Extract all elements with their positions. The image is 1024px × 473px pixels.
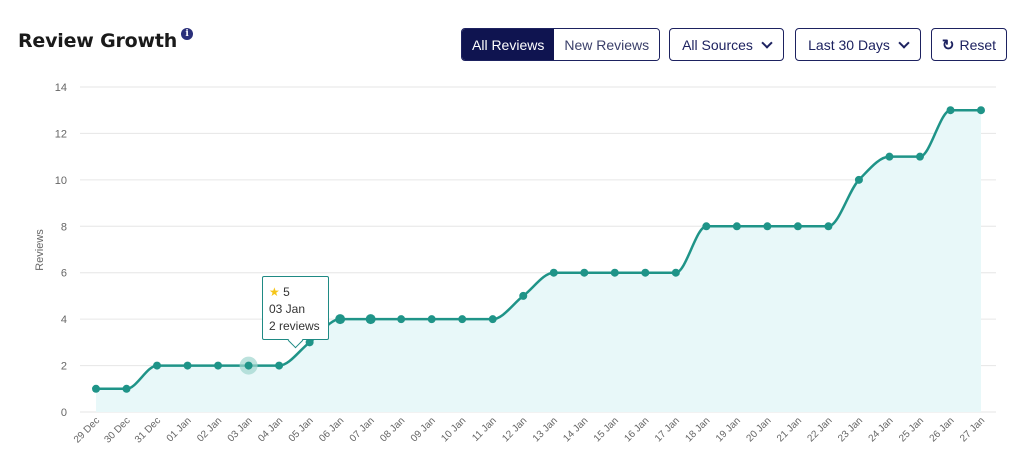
x-tick-label: 08 Jan <box>378 415 407 444</box>
data-point[interactable] <box>824 222 833 231</box>
x-tick-label: 13 Jan <box>531 415 560 444</box>
tooltip-rating: 5 <box>283 285 290 299</box>
x-tick-label: 23 Jan <box>836 415 865 444</box>
x-tick-label: 17 Jan <box>653 415 682 444</box>
data-point[interactable] <box>580 268 589 277</box>
y-tick-label: 14 <box>55 82 67 94</box>
data-point[interactable] <box>610 268 619 277</box>
data-point[interactable] <box>793 222 802 231</box>
data-point[interactable] <box>885 152 894 161</box>
reset-button[interactable]: ↻ Reset <box>931 28 1007 61</box>
x-tick-label: 07 Jan <box>348 415 377 444</box>
x-tick-label: 25 Jan <box>897 415 926 444</box>
y-tick-label: 4 <box>61 314 67 326</box>
data-point[interactable] <box>365 314 376 325</box>
data-point[interactable] <box>854 175 863 184</box>
data-tooltip: ★ 5 03 Jan 2 reviews <box>262 276 329 340</box>
x-tick-label: 04 Jan <box>256 415 285 444</box>
x-tick-label: 05 Jan <box>287 415 316 444</box>
data-point[interactable] <box>244 361 253 370</box>
x-tick-label: 27 Jan <box>958 415 987 444</box>
x-tick-label: 20 Jan <box>744 415 773 444</box>
x-tick-label: 21 Jan <box>775 415 804 444</box>
review-type-toggle[interactable]: All Reviews New Reviews <box>461 28 661 61</box>
sources-dropdown[interactable]: All Sources <box>669 28 784 61</box>
data-point[interactable] <box>335 314 346 325</box>
data-point[interactable] <box>977 106 985 115</box>
data-point[interactable] <box>183 361 192 370</box>
data-point[interactable] <box>549 268 558 277</box>
date-range-dropdown[interactable]: Last 30 Days <box>795 28 921 61</box>
data-point[interactable] <box>671 268 680 277</box>
data-point[interactable] <box>641 268 650 277</box>
page-title: Review Growth <box>18 30 178 52</box>
sources-dropdown-label: All Sources <box>682 36 753 53</box>
x-tick-label: 06 Jan <box>317 415 346 444</box>
data-point[interactable] <box>122 384 131 393</box>
x-tick-label: 09 Jan <box>409 415 438 444</box>
data-point[interactable] <box>153 361 162 370</box>
x-tick-label: 10 Jan <box>439 415 468 444</box>
data-point[interactable] <box>946 106 955 115</box>
data-point[interactable] <box>458 315 467 324</box>
info-icon[interactable]: i <box>181 28 194 40</box>
data-point[interactable] <box>732 222 741 231</box>
data-point[interactable] <box>519 291 528 300</box>
x-tick-label: 29 Dec <box>72 415 102 445</box>
x-tick-label: 19 Jan <box>714 415 743 444</box>
data-point[interactable] <box>214 361 223 370</box>
x-tick-label: 24 Jan <box>867 415 896 444</box>
y-tick-label: 10 <box>55 175 67 187</box>
date-range-label: Last 30 Days <box>808 36 890 53</box>
x-tick-label: 30 Dec <box>102 415 132 445</box>
data-point[interactable] <box>702 222 711 231</box>
data-point[interactable] <box>915 152 924 161</box>
all-reviews-tab[interactable]: All Reviews <box>462 29 555 60</box>
x-tick-label: 18 Jan <box>683 415 712 444</box>
data-point[interactable] <box>488 315 497 324</box>
x-tick-label: 02 Jan <box>195 415 224 444</box>
new-reviews-tab[interactable]: New Reviews <box>554 29 660 60</box>
y-tick-label: 12 <box>55 128 67 140</box>
x-tick-label: 12 Jan <box>500 415 529 444</box>
data-point[interactable] <box>763 222 772 231</box>
data-point[interactable] <box>275 361 284 370</box>
star-icon: ★ <box>269 285 280 299</box>
y-tick-label: 6 <box>61 268 67 280</box>
x-tick-label: 16 Jan <box>622 415 651 444</box>
y-tick-label: 0 <box>61 407 67 419</box>
y-tick-label: 8 <box>61 221 67 233</box>
x-tick-label: 11 Jan <box>470 415 498 443</box>
y-axis-label: Reviews <box>34 229 46 271</box>
data-point[interactable] <box>305 338 314 347</box>
x-tick-label: 15 Jan <box>592 415 621 444</box>
x-tick-label: 01 Jan <box>165 415 194 444</box>
x-tick-label: 26 Jan <box>928 415 957 444</box>
x-tick-label: 22 Jan <box>806 415 835 444</box>
x-tick-label: 14 Jan <box>561 415 590 444</box>
data-point[interactable] <box>397 315 406 324</box>
refresh-icon: ↻ <box>941 36 955 54</box>
data-point[interactable] <box>427 315 436 324</box>
tooltip-date: 03 Jan <box>269 302 306 316</box>
tooltip-count: 2 reviews <box>269 319 320 333</box>
chart-header: Review Growth i <box>18 28 194 52</box>
x-tick-label: 31 Dec <box>133 415 163 445</box>
x-tick-label: 03 Jan <box>226 415 255 444</box>
y-tick-label: 2 <box>61 361 67 373</box>
data-point[interactable] <box>92 384 100 393</box>
reset-label: Reset <box>959 36 997 53</box>
